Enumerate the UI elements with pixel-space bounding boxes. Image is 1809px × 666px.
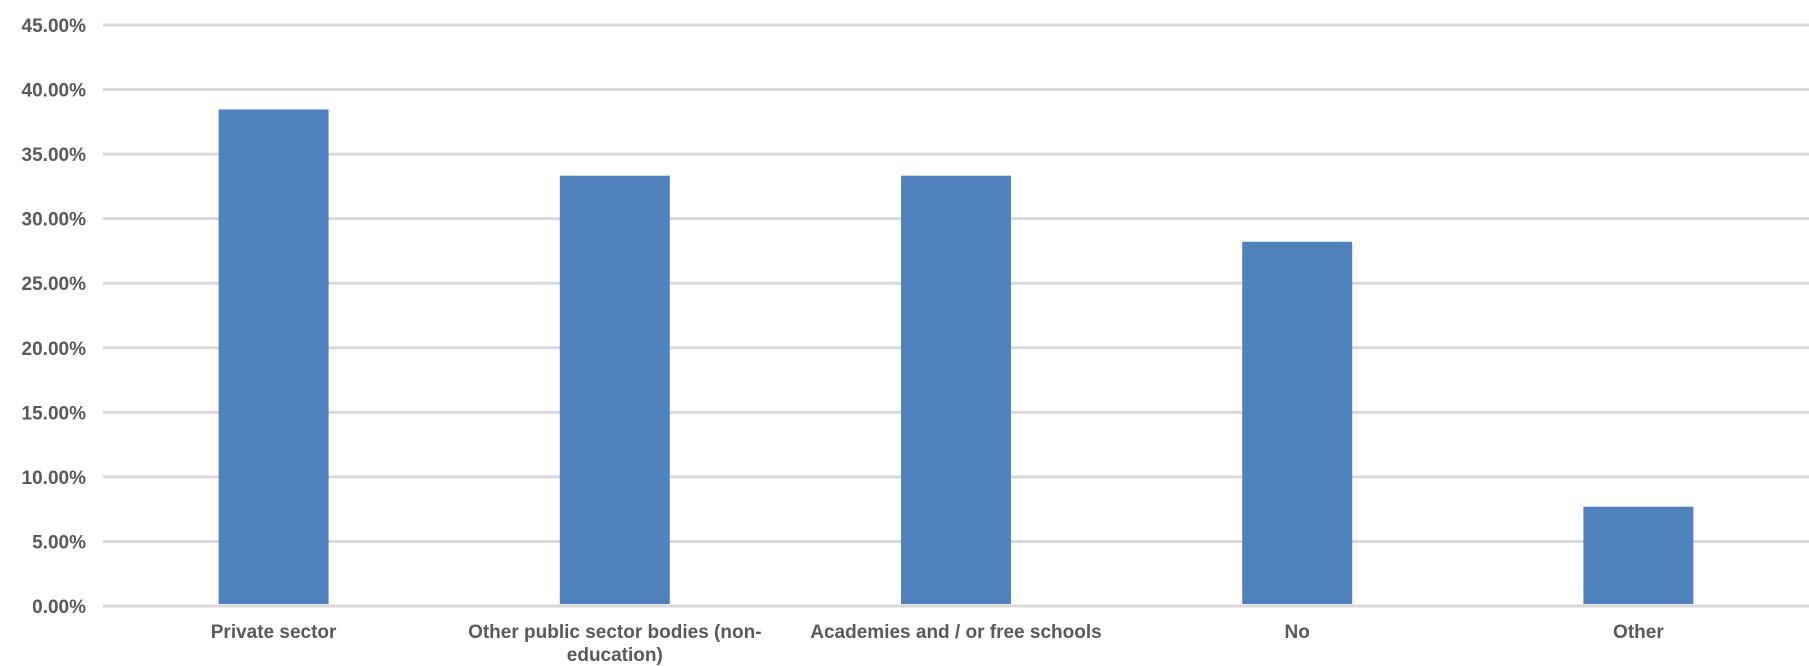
bar bbox=[559, 175, 670, 604]
y-tick-label: 35.00% bbox=[22, 145, 87, 166]
y-tick-label: 0.00% bbox=[32, 597, 86, 618]
bar bbox=[1242, 241, 1353, 604]
y-tick-label: 40.00% bbox=[22, 81, 87, 102]
y-tick-label: 45.00% bbox=[22, 16, 87, 37]
x-category-label: Other public sector bodies (non- bbox=[468, 622, 761, 643]
x-category-label: No bbox=[1285, 622, 1310, 643]
bar bbox=[218, 109, 329, 605]
y-tick-label: 20.00% bbox=[22, 339, 87, 360]
bar bbox=[1583, 506, 1694, 604]
y-tick-label: 25.00% bbox=[22, 274, 87, 295]
y-tick-label: 15.00% bbox=[22, 403, 87, 424]
y-axis-ticks: 0.00% 5.00% 10.00% 15.00% 20.00% 25.00% 30.00%… bbox=[22, 16, 87, 618]
y-tick-label: 10.00% bbox=[22, 468, 87, 489]
bar bbox=[901, 175, 1011, 604]
x-axis-labels: Private sector Other public sector bodies… bbox=[211, 622, 1665, 666]
x-category-label: Other bbox=[1613, 622, 1664, 643]
x-category-label: education) bbox=[567, 645, 663, 666]
x-category-label: Private sector bbox=[211, 622, 337, 643]
bars bbox=[218, 109, 1694, 605]
y-tick-label: 5.00% bbox=[32, 532, 86, 553]
x-category-label: Academies and / or free schools bbox=[810, 622, 1101, 643]
y-tick-label: 30.00% bbox=[22, 210, 87, 231]
